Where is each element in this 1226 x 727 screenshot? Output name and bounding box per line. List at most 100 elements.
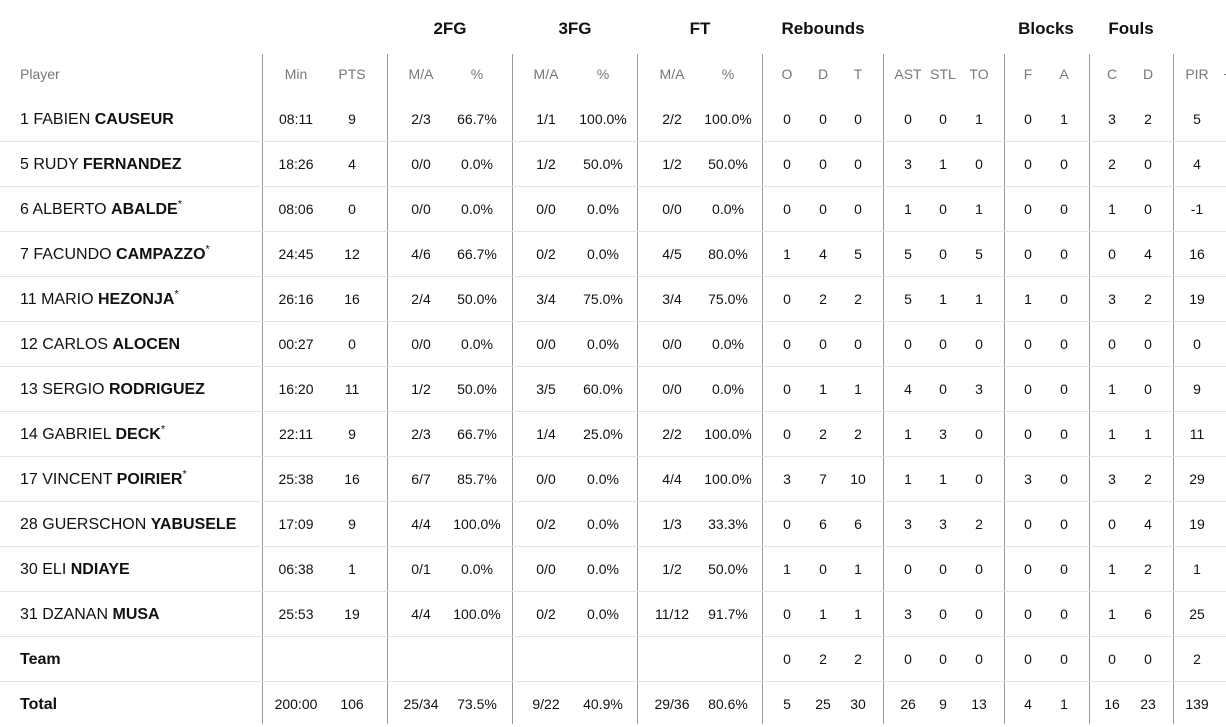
cell-reb-t: 2 [854, 426, 862, 442]
column-header-min[interactable]: Min [284, 66, 308, 82]
player-name-link[interactable]: 28 GUERSCHON YABUSELE [20, 502, 236, 547]
column-header-reb-o[interactable]: O [781, 66, 793, 82]
cell-ft-pct: 33.3% [708, 516, 748, 532]
cell-blk-f: 0 [1024, 561, 1032, 577]
cell-fg3-ma: 0/0 [536, 201, 556, 217]
player-name-link[interactable]: 14 GABRIEL DECK* [20, 412, 165, 457]
cell-fg2-ma: 4/4 [411, 606, 431, 622]
cell-fg2-ma: 0/0 [411, 156, 431, 172]
cell-fg3-ma: 3/5 [536, 381, 556, 397]
cell-reb-t: 1 [854, 381, 862, 397]
cell-ast: 5 [904, 291, 912, 307]
player-name-link[interactable]: 11 MARIO HEZONJA* [20, 277, 179, 322]
cell-reb-d: 0 [819, 201, 827, 217]
cell-fg2-pct: 85.7% [457, 471, 497, 487]
cell-foul-d: 0 [1144, 156, 1152, 172]
cell-ft-ma: 29/36 [654, 696, 690, 712]
cell-ft-pct: 91.7% [708, 606, 748, 622]
column-header-blk-a[interactable]: A [1059, 66, 1069, 82]
player-name-link[interactable]: 31 DZANAN MUSA [20, 592, 160, 637]
cell-foul-d: 2 [1144, 111, 1152, 127]
cell-ft-pct: 50.0% [708, 156, 748, 172]
column-header-player[interactable]: Player [20, 66, 60, 82]
cell-pir: 0 [1193, 336, 1201, 352]
column-header-fg3-pct[interactable]: % [596, 66, 610, 82]
column-header-stl[interactable]: STL [930, 66, 956, 82]
column-header-foul-c[interactable]: C [1106, 66, 1118, 82]
table-row: 11 MARIO HEZONJA* 26:16 16 2/4 50.0% 3/4 75.0%… [0, 277, 1226, 322]
starter-marker: * [182, 468, 187, 481]
cell-pir: 2 [1193, 651, 1201, 667]
cell-fg3-ma: 3/4 [536, 291, 556, 307]
column-header-reb-d[interactable]: D [817, 66, 829, 82]
player-name-link[interactable]: 6 ALBERTO ABALDE* [20, 187, 182, 232]
cell-ft-ma: 2/2 [662, 426, 682, 442]
cell-ast: 0 [904, 111, 912, 127]
cell-fg3-pct: 60.0% [583, 381, 623, 397]
column-header-to[interactable]: TO [969, 66, 989, 82]
cell-blk-a: 0 [1060, 651, 1068, 667]
cell-foul-d: 0 [1144, 381, 1152, 397]
column-divider [762, 54, 763, 724]
cell-fg2-ma: 25/34 [403, 696, 439, 712]
player-name-link[interactable]: 5 RUDY FERNANDEZ [20, 142, 182, 187]
column-header-fg3-ma[interactable]: M/A [533, 66, 559, 82]
starter-marker: * [205, 243, 210, 256]
table-row: 13 SERGIO RODRIGUEZ 16:20 11 1/2 50.0% 3/5 60.… [0, 367, 1226, 412]
cell-blk-a: 0 [1060, 426, 1068, 442]
cell-ast: 5 [904, 246, 912, 262]
cell-fg2-ma: 0/0 [411, 336, 431, 352]
cell-reb-o: 0 [783, 651, 791, 667]
player-name-link[interactable]: 12 CARLOS ALOCEN [20, 322, 180, 367]
cell-pts: 106 [340, 696, 364, 712]
table-row: 17 VINCENT POIRIER* 25:38 16 6/7 85.7% 0/0 0.0… [0, 457, 1226, 502]
table-row: 1 FABIEN CAUSEUR 08:11 9 2/3 66.7% 1/1 100.0% 2… [0, 97, 1226, 142]
player-name-link[interactable]: 7 FACUNDO CAMPAZZO* [20, 232, 210, 277]
cell-pir: 9 [1193, 381, 1201, 397]
cell-min: 00:27 [278, 336, 314, 352]
cell-ft-ma: 0/0 [662, 336, 682, 352]
table-row: 5 RUDY FERNANDEZ 18:26 4 0/0 0.0% 1/2 50.0% 1/2… [0, 142, 1226, 187]
cell-pir: 4 [1193, 156, 1201, 172]
column-header-reb-t[interactable]: T [853, 66, 863, 82]
column-header-fg2-pct[interactable]: % [470, 66, 484, 82]
cell-blk-f: 0 [1024, 111, 1032, 127]
player-number: 31 [20, 606, 38, 623]
player-name-link[interactable]: 1 FABIEN CAUSEUR [20, 97, 174, 142]
column-header-ft-pct[interactable]: % [721, 66, 735, 82]
column-divider [1004, 54, 1005, 724]
cell-fg2-ma: 2/3 [411, 426, 431, 442]
group-header-blocks: Blocks [1018, 19, 1074, 38]
cell-fg2-pct: 66.7% [457, 111, 497, 127]
column-header-ast[interactable]: AST [894, 66, 922, 82]
column-header-pir[interactable]: PIR [1185, 66, 1209, 82]
cell-foul-d: 1 [1144, 426, 1152, 442]
cell-fg2-ma: 1/2 [411, 381, 431, 397]
player-name-link[interactable]: 17 VINCENT POIRIER* [20, 457, 187, 502]
cell-foul-d: 0 [1144, 651, 1152, 667]
player-name-link[interactable]: 30 ELI NDIAYE [20, 547, 130, 592]
cell-fg2-pct: 100.0% [453, 606, 501, 622]
cell-blk-a: 1 [1060, 696, 1068, 712]
column-header-ft-ma[interactable]: M/A [659, 66, 685, 82]
column-header-pts[interactable]: PTS [338, 66, 366, 82]
cell-reb-o: 0 [783, 111, 791, 127]
player-name-link[interactable]: 13 SERGIO RODRIGUEZ [20, 367, 205, 412]
cell-to: 5 [975, 246, 983, 262]
cell-pir: 1 [1193, 561, 1201, 577]
cell-reb-o: 0 [783, 156, 791, 172]
player-first-name: VINCENT [42, 471, 113, 488]
column-header-fg2-ma[interactable]: M/A [408, 66, 434, 82]
starter-marker: * [160, 423, 166, 436]
column-header-foul-d[interactable]: D [1142, 66, 1154, 82]
cell-reb-t: 2 [854, 291, 862, 307]
cell-ft-pct: 75.0% [708, 291, 748, 307]
group-header-3fg: 3FG [558, 19, 592, 38]
column-header-blk-f[interactable]: F [1023, 66, 1033, 82]
cell-fg2-ma: 2/4 [411, 291, 431, 307]
cell-blk-a: 0 [1060, 471, 1068, 487]
cell-blk-f: 3 [1024, 471, 1032, 487]
cell-fg3-pct: 0.0% [587, 606, 619, 622]
cell-fg2-ma [391, 637, 451, 682]
cell-reb-d: 0 [819, 111, 827, 127]
